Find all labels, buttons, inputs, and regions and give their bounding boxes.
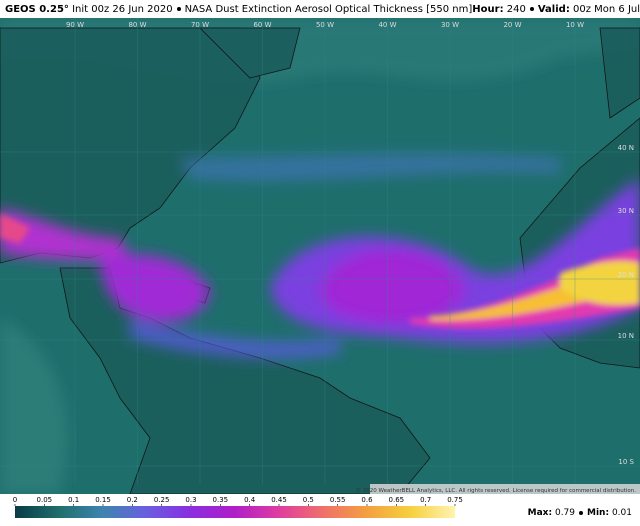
lon-label: 60 W (253, 21, 271, 29)
lon-label: 50 W (316, 21, 334, 29)
lon-label: 40 W (378, 21, 396, 29)
colorbar-tick-label: 0.4 (244, 496, 256, 504)
min: 0.01 (611, 508, 632, 518)
min-label: Min: (587, 508, 610, 518)
map: 90 W 80 W 70 W 60 W 50 W 40 W 30 W 20 W 10 W 40 N… (0, 18, 640, 494)
colorbar-tick-label: 0.75 (447, 496, 463, 504)
colorbar-tick-label: 0.2 (127, 496, 138, 504)
colorbar-tick-label: 0.55 (330, 496, 346, 504)
max-label: Max: (527, 508, 553, 518)
colorbar-tick-label: 0.7 (420, 496, 431, 504)
header: GEOS 0.25° Init 00z 26 Jun 2020 NASA Dust… (0, 0, 640, 18)
init: Init 00z 26 Jun 2020 (72, 3, 173, 15)
model: GEOS 0.25° (5, 3, 69, 15)
lon-label: 30 W (441, 21, 459, 29)
lat-label: 30 N (618, 207, 634, 215)
colorbar-tick-label: 0 (13, 496, 17, 504)
colorbar-tick-label: 0.3 (185, 496, 196, 504)
hour: 240 (506, 3, 526, 15)
colorbar-ramp (15, 506, 455, 518)
max: 0.79 (554, 508, 576, 518)
lat-label: 10 S (618, 458, 634, 466)
colorbar-tick-label: 0.65 (389, 496, 405, 504)
lat-label: 20 N (618, 271, 634, 279)
colorbar: 0 0.05 0.1 0.15 0.2 0.25 0.3 0.35 0.4 0.45 0.5 0.55… (13, 496, 463, 518)
colorbar-tick-label: 0.5 (303, 496, 314, 504)
lat-label: 40 N (618, 144, 634, 152)
lon-label: 80 W (128, 21, 146, 29)
lon-label: 10 W (566, 21, 584, 29)
lon-label: 20 W (503, 21, 521, 29)
lon-label: 70 W (191, 21, 209, 29)
colorbar-tick-label: 0.25 (154, 496, 170, 504)
valid: 00z Mon 6 Jul 2020 (573, 3, 640, 15)
stats: Max: 0.79 Min: 0.01 (528, 508, 632, 518)
valid-label: Valid: (537, 3, 570, 15)
lat-label: 10 N (618, 332, 634, 340)
hour-label: Hour: (472, 3, 504, 15)
product: NASA Dust Extinction Aerosol Optical Thi… (184, 3, 473, 15)
colorbar-tick-label: 0.1 (68, 496, 79, 504)
copyright: © 2020 WeatherBELL Analytics, LLC. All r… (356, 487, 637, 494)
lon-label: 90 W (66, 21, 84, 29)
colorbar-tick-label: 0.35 (213, 496, 229, 504)
colorbar-tick-label: 0.15 (95, 496, 111, 504)
colorbar-tick-label: 0.6 (361, 496, 373, 504)
colorbar-tick-label: 0.45 (271, 496, 287, 504)
header-left: GEOS 0.25° Init 00z 26 Jun 2020 NASA Dust… (5, 4, 472, 15)
colorbar-tick-label: 0.05 (37, 496, 53, 504)
header-right: Hour: 240 Valid: 00z Mon 6 Jul 2020 (472, 4, 640, 15)
